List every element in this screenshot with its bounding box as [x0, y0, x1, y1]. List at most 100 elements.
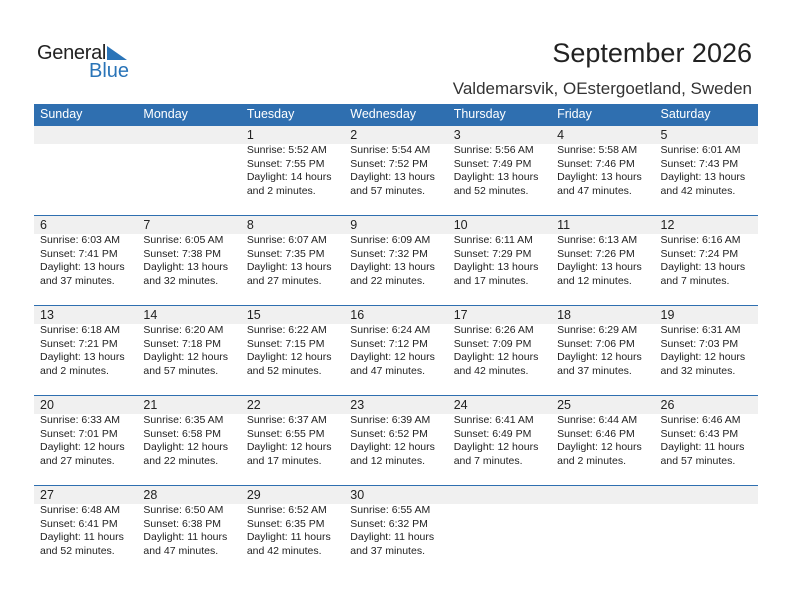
sunset-text: Sunset: 6:38 PM [143, 517, 222, 530]
sunrise-text: Sunrise: 6:41 AM [453, 414, 534, 426]
logo-triangle-icon [107, 46, 127, 60]
sunrise-text: Sunrise: 6:55 AM [350, 504, 431, 516]
sunset-text: Sunset: 6:43 PM [660, 427, 739, 440]
day-number: 28 [143, 488, 158, 502]
day-number: 18 [557, 308, 572, 322]
day-number: 29 [246, 488, 261, 502]
week-row: 6 Sunrise: 6:03 AM Sunset: 7:41 PM Daylight… [34, 215, 758, 305]
sunset-text: Sunset: 7:09 PM [453, 337, 532, 350]
day-cell: 7 Sunrise: 6:05 AM Sunset: 7:38 PM Daylight… [137, 216, 240, 305]
daylight-text: Daylight: 12 hours [40, 441, 125, 453]
daylight-text: Daylight: 12 hours [660, 351, 746, 363]
sunrise-text: Sunrise: 6:05 AM [143, 234, 224, 246]
weekday-wednesday: Wednesday [350, 107, 417, 121]
daylight-text: Daylight: 12 hours [143, 441, 229, 453]
daylight-minutes-text: and 52 minutes. [40, 544, 115, 557]
sunset-text: Sunset: 7:49 PM [453, 157, 532, 170]
daylight-minutes-text: and 22 minutes. [143, 454, 219, 467]
day-cell: 18 Sunrise: 6:29 AM Sunset: 7:06 PM Dayligh… [551, 306, 654, 395]
day-cell: 25 Sunrise: 6:44 AM Sunset: 6:46 PM Dayligh… [551, 396, 654, 485]
daylight-minutes-text: and 17 minutes. [246, 454, 322, 467]
daylight-minutes-text: and 27 minutes. [246, 274, 322, 287]
daylight-text: Daylight: 12 hours [557, 441, 642, 453]
sunrise-text: Sunrise: 6:24 AM [350, 324, 431, 336]
daylight-text: Daylight: 13 hours [350, 171, 435, 183]
daylight-text: Daylight: 13 hours [660, 261, 746, 273]
sunrise-text: Sunrise: 6:20 AM [143, 324, 224, 336]
day-cell: 4 Sunrise: 5:58 AM Sunset: 7:46 PM Daylight… [551, 126, 654, 215]
day-cell: 11 Sunrise: 6:13 AM Sunset: 7:26 PM Dayligh… [551, 216, 654, 305]
daylight-minutes-text: and 57 minutes. [143, 364, 219, 377]
date-band [34, 486, 758, 504]
sunset-text: Sunset: 7:21 PM [40, 337, 118, 350]
week-row: 1 Sunrise: 5:52 AM Sunset: 7:55 PM Daylight… [34, 125, 758, 215]
day-cell: 30 Sunrise: 6:55 AM Sunset: 6:32 PM Dayligh… [344, 486, 447, 575]
sunrise-text: Sunrise: 6:52 AM [246, 504, 327, 516]
sunset-text: Sunset: 7:41 PM [40, 247, 118, 260]
sunset-text: Sunset: 6:58 PM [143, 427, 222, 440]
sunset-text: Sunset: 7:01 PM [40, 427, 118, 440]
weekday-thursday: Thursday [453, 107, 506, 121]
day-cell: 24 Sunrise: 6:41 AM Sunset: 6:49 PM Dayligh… [448, 396, 551, 485]
daylight-minutes-text: and 42 minutes. [246, 544, 322, 557]
daylight-text: Daylight: 12 hours [557, 351, 642, 363]
location-subtitle: Valdemarsvik, OEstergoetland, Sweden [452, 79, 752, 98]
day-number: 15 [246, 308, 261, 322]
day-cell: 22 Sunrise: 6:37 AM Sunset: 6:55 PM Dayligh… [241, 396, 344, 485]
sunset-text: Sunset: 7:06 PM [557, 337, 635, 350]
sunset-text: Sunset: 7:52 PM [350, 157, 428, 170]
daylight-text: Daylight: 12 hours [350, 441, 435, 453]
daylight-minutes-text: and 37 minutes. [557, 364, 632, 377]
sunset-text: Sunset: 6:32 PM [350, 517, 428, 530]
sunset-text: Sunset: 7:29 PM [453, 247, 532, 260]
day-number: 20 [40, 398, 54, 412]
day-number: 6 [40, 218, 47, 232]
day-cell: 20 Sunrise: 6:33 AM Sunset: 7:01 PM Dayligh… [34, 396, 137, 485]
sunrise-text: Sunrise: 6:13 AM [557, 234, 638, 246]
sunrise-text: Sunrise: 6:16 AM [660, 234, 741, 246]
sunset-text: Sunset: 6:55 PM [246, 427, 325, 440]
day-cell: 19 Sunrise: 6:31 AM Sunset: 7:03 PM Dayligh… [655, 306, 758, 395]
daylight-minutes-text: and 57 minutes. [660, 454, 736, 467]
day-number: 26 [660, 398, 675, 412]
daylight-text: Daylight: 11 hours [143, 531, 228, 543]
day-number: 14 [143, 308, 158, 322]
daylight-minutes-text: and 52 minutes. [453, 184, 529, 197]
sunrise-text: Sunrise: 5:54 AM [350, 144, 431, 156]
daylight-text: Daylight: 14 hours [246, 171, 332, 183]
sunrise-text: Sunrise: 6:33 AM [40, 414, 120, 426]
daylight-minutes-text: and 12 minutes. [350, 454, 425, 467]
sunset-text: Sunset: 6:52 PM [350, 427, 428, 440]
day-cell: 29 Sunrise: 6:52 AM Sunset: 6:35 PM Dayligh… [241, 486, 344, 575]
sunset-text: Sunset: 6:46 PM [557, 427, 635, 440]
day-number: 13 [40, 308, 54, 322]
date-band [34, 306, 758, 324]
sunset-text: Sunset: 7:46 PM [557, 157, 635, 170]
day-cell: 16 Sunrise: 6:24 AM Sunset: 7:12 PM Dayligh… [344, 306, 447, 395]
day-number: 24 [453, 398, 468, 412]
day-number: 16 [350, 308, 365, 322]
daylight-minutes-text: and 17 minutes. [453, 274, 529, 287]
daylight-text: Daylight: 13 hours [246, 261, 332, 273]
daylight-minutes-text: and 57 minutes. [350, 184, 425, 197]
week-row: 13 Sunrise: 6:18 AM Sunset: 7:21 PM Dayligh… [34, 305, 758, 395]
day-number: 12 [660, 218, 675, 232]
sunrise-text: Sunrise: 6:39 AM [350, 414, 431, 426]
daylight-text: Daylight: 12 hours [246, 351, 332, 363]
day-number: 5 [660, 128, 668, 142]
day-cell: 27 Sunrise: 6:48 AM Sunset: 6:41 PM Dayligh… [34, 486, 137, 575]
daylight-text: Daylight: 11 hours [40, 531, 124, 543]
daylight-minutes-text: and 7 minutes. [660, 274, 730, 287]
day-cell: 8 Sunrise: 6:07 AM Sunset: 7:35 PM Daylight… [241, 216, 344, 305]
day-cell: 2 Sunrise: 5:54 AM Sunset: 7:52 PM Daylight… [344, 126, 447, 215]
daylight-minutes-text: and 2 minutes. [40, 364, 109, 377]
day-number: 10 [453, 218, 468, 232]
day-number: 9 [350, 218, 358, 232]
day-number: 8 [246, 218, 254, 232]
daylight-minutes-text: and 42 minutes. [453, 364, 529, 377]
sunrise-text: Sunrise: 6:09 AM [350, 234, 431, 246]
day-cell: 6 Sunrise: 6:03 AM Sunset: 7:41 PM Daylight… [34, 216, 137, 305]
day-cell: 9 Sunrise: 6:09 AM Sunset: 7:32 PM Daylight… [344, 216, 447, 305]
daylight-minutes-text: and 32 minutes. [143, 274, 219, 287]
daylight-minutes-text: and 22 minutes. [350, 274, 425, 287]
